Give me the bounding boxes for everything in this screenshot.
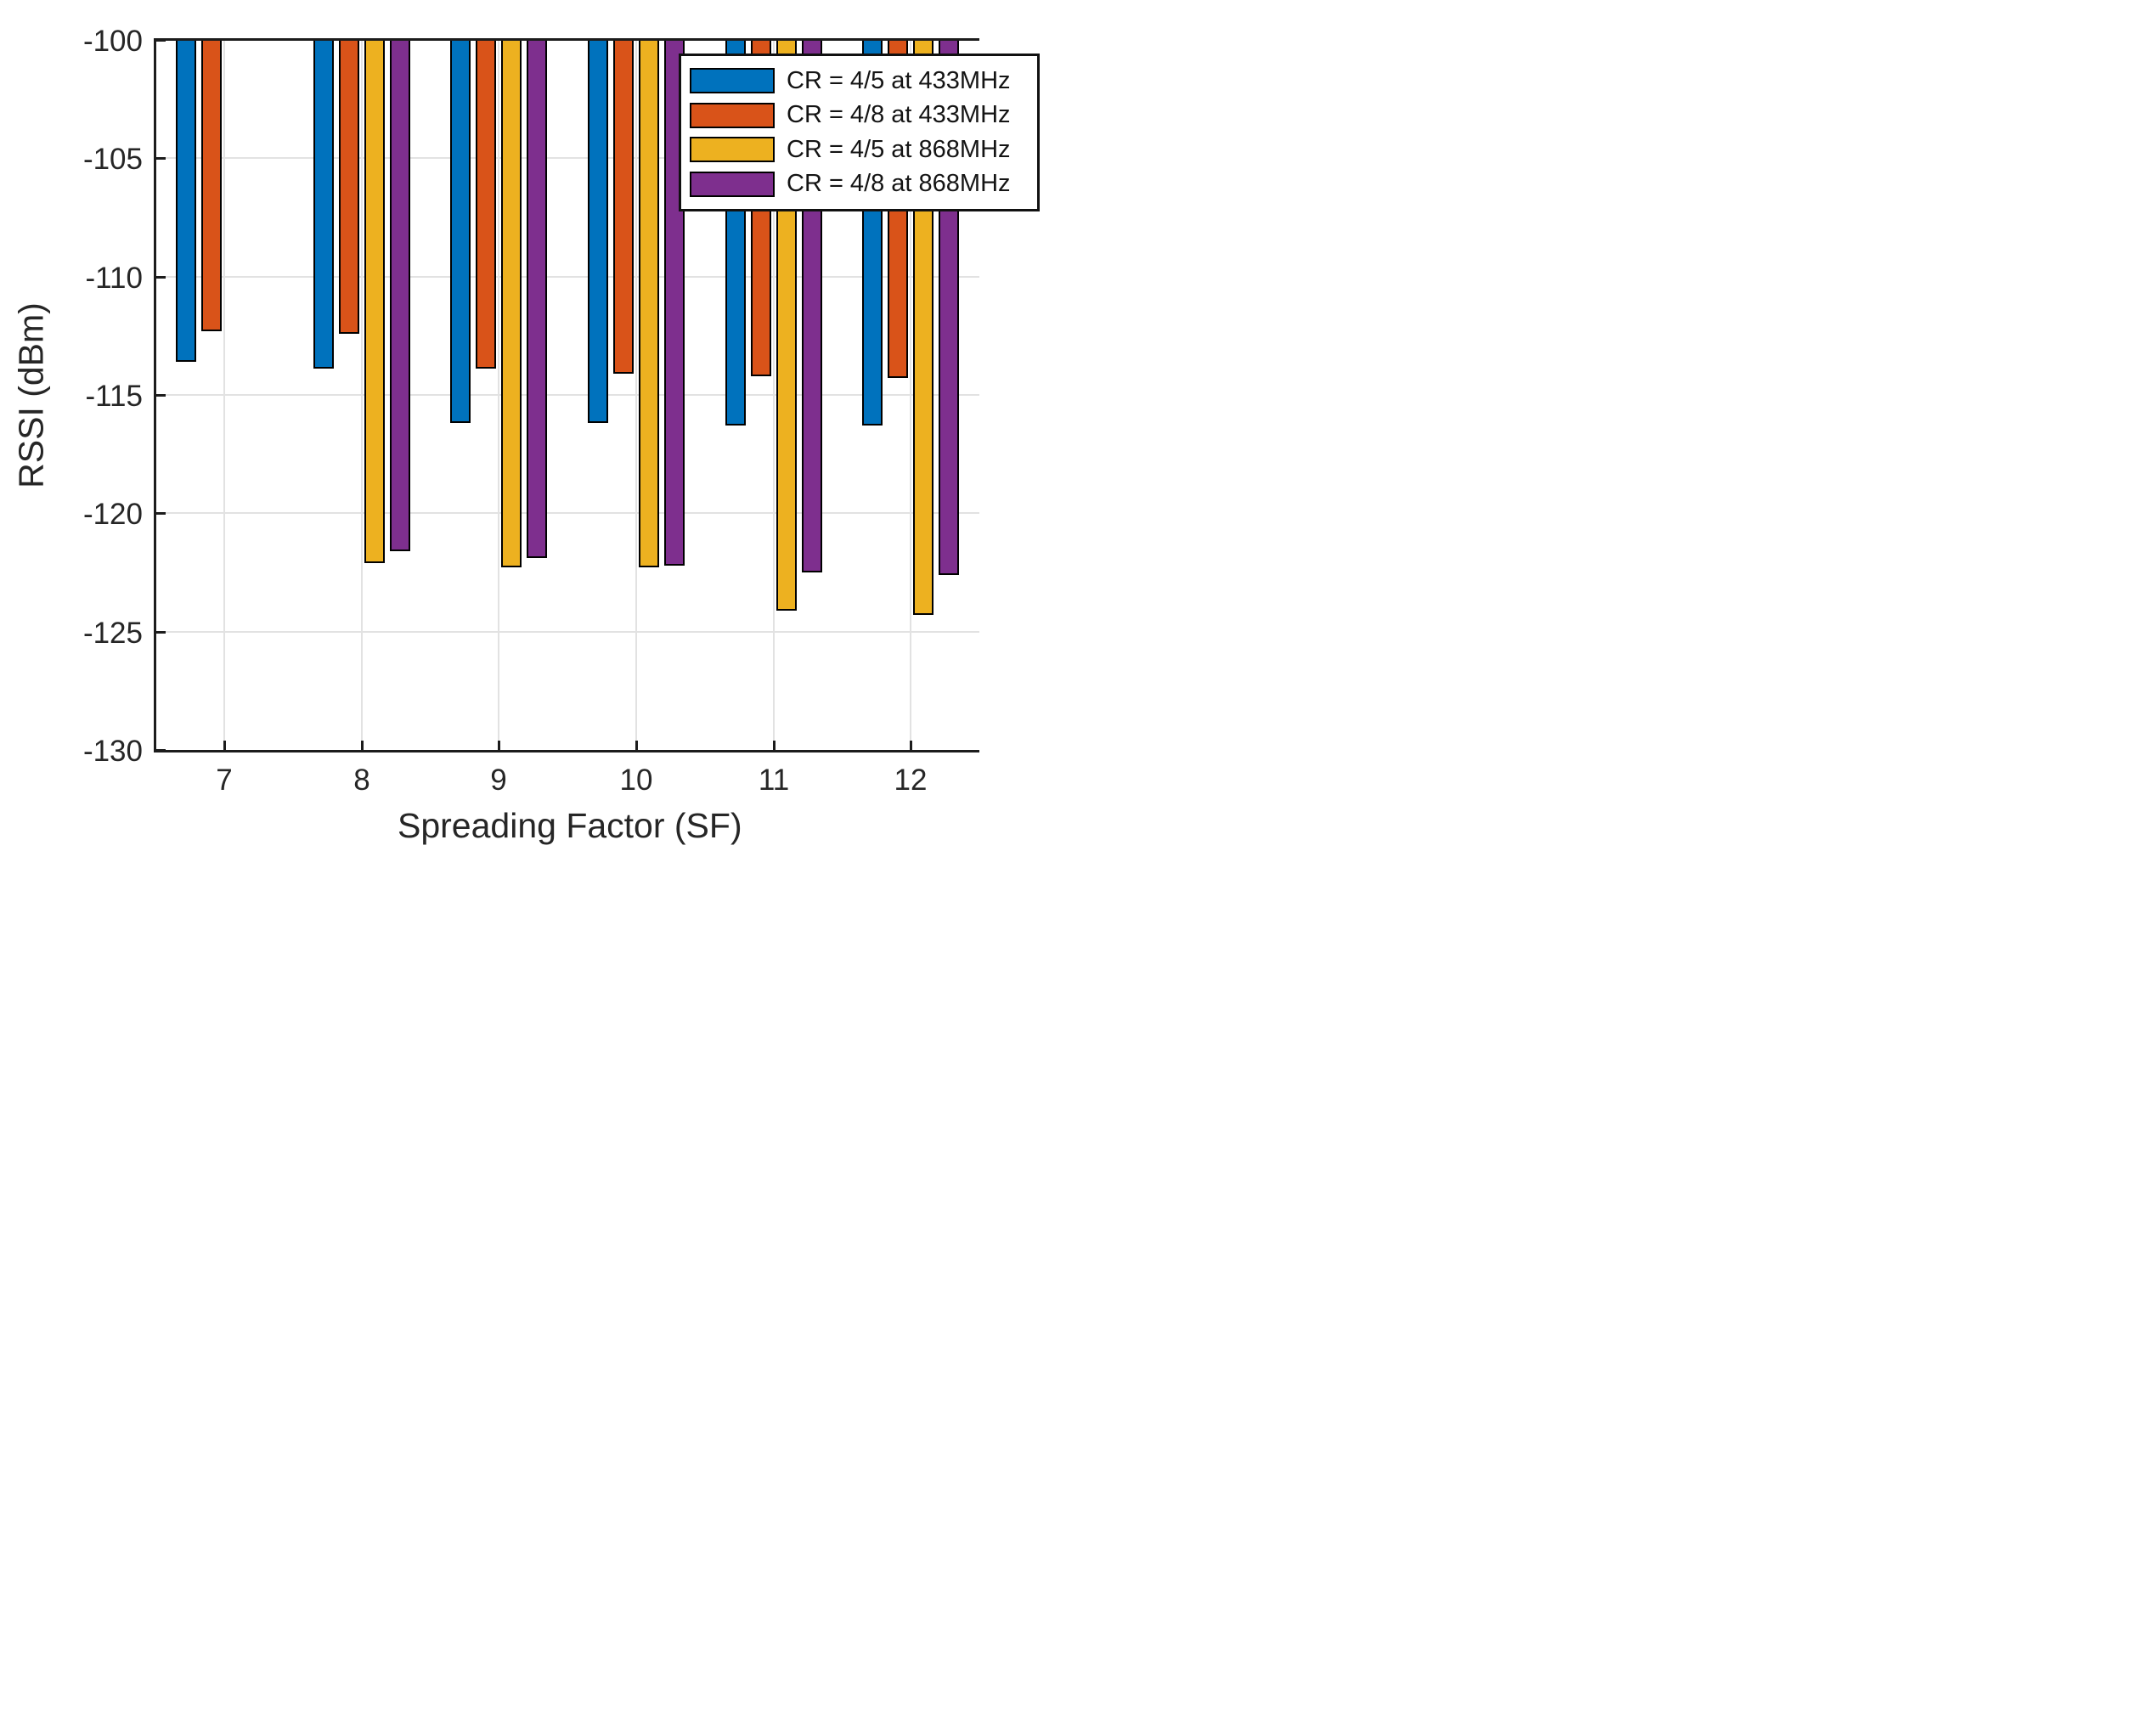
bar-sf10-series0 [588, 40, 608, 423]
legend-label: CR = 4/5 at 433MHz [787, 66, 1011, 94]
bar-sf8-series1 [339, 40, 359, 334]
legend-swatch-cr48-868 [690, 171, 775, 197]
bar-sf10-series2 [639, 40, 659, 567]
h-gridline [155, 276, 979, 278]
legend-item-cr48-868: CR = 4/8 at 868MHz [690, 170, 1029, 198]
v-gridline [361, 40, 363, 750]
x-tick [910, 741, 912, 750]
legend-swatch-cr45-433 [690, 68, 775, 94]
v-gridline [223, 40, 225, 750]
legend-item-cr45-433: CR = 4/5 at 433MHz [690, 66, 1029, 94]
legend-label: CR = 4/5 at 868MHz [787, 135, 1011, 163]
y-tick [156, 276, 166, 279]
y-tick-label: -125 [82, 617, 143, 650]
y-tick [156, 512, 166, 515]
bar-sf9-series3 [527, 40, 547, 558]
x-axis-line [154, 750, 979, 752]
bar-sf9-series1 [476, 40, 496, 369]
bar-sf9-series2 [501, 40, 522, 567]
x-tick [498, 741, 500, 750]
legend-label: CR = 4/8 at 868MHz [787, 170, 1011, 198]
y-tick [156, 39, 166, 42]
legend-item-cr45-868: CR = 4/5 at 868MHz [690, 135, 1029, 163]
bar-sf7-series1 [201, 40, 222, 331]
y-tick-label: -100 [82, 25, 143, 58]
bar-sf9-series0 [450, 40, 471, 423]
x-axis-title: Spreading Factor (SF) [398, 806, 742, 845]
bar-sf10-series1 [613, 40, 634, 374]
h-gridline [155, 157, 979, 159]
y-tick [156, 157, 166, 160]
h-gridline [155, 394, 979, 396]
h-gridline [155, 631, 979, 633]
bar-sf7-series0 [176, 40, 196, 362]
x-tick-label: 8 [353, 764, 370, 797]
bar-sf8-series3 [390, 40, 410, 551]
legend-swatch-cr48-433 [690, 102, 775, 128]
x-tick-label: 12 [894, 764, 928, 797]
y-tick-label: -110 [85, 262, 143, 295]
x-tick [361, 741, 364, 750]
x-tick-label: 7 [216, 764, 233, 797]
x-tick-label: 10 [619, 764, 653, 797]
y-tick [156, 631, 166, 634]
x-tick [635, 741, 638, 750]
y-tick-label: -105 [82, 143, 143, 176]
y-tick-label: -115 [85, 380, 143, 413]
x-tick-label: 11 [758, 764, 790, 797]
y-axis-line [154, 38, 156, 752]
v-gridline [773, 40, 775, 750]
v-gridline [910, 40, 911, 750]
baseline [154, 38, 979, 41]
bar-sf8-series2 [364, 40, 385, 563]
legend: CR = 4/5 at 433MHz CR = 4/8 at 433MHz CR… [679, 54, 1040, 211]
plot-area: 7 8 9 10 11 12 -100 -105 -110 -115 -120 -125 -130 [0, 0, 1074, 868]
x-tick [223, 741, 226, 750]
y-tick-label: -130 [82, 735, 143, 768]
rssi-bar-chart: 7 8 9 10 11 12 -100 -105 -110 -115 -120 -125 -130 RS… [0, 0, 1074, 868]
legend-label: CR = 4/8 at 433MHz [787, 101, 1011, 129]
v-gridline [635, 40, 637, 750]
y-tick-label: -120 [82, 498, 143, 531]
legend-swatch-cr45-868 [690, 137, 775, 163]
x-tick-label: 9 [490, 764, 507, 797]
y-tick [156, 394, 166, 397]
x-tick [773, 741, 776, 750]
legend-item-cr48-433: CR = 4/8 at 433MHz [690, 101, 1029, 129]
v-gridline [498, 40, 499, 750]
h-gridline [155, 512, 979, 514]
y-tick [156, 749, 166, 752]
bar-sf8-series0 [313, 40, 334, 369]
y-axis-title: RSSI (dBm) [11, 302, 51, 488]
